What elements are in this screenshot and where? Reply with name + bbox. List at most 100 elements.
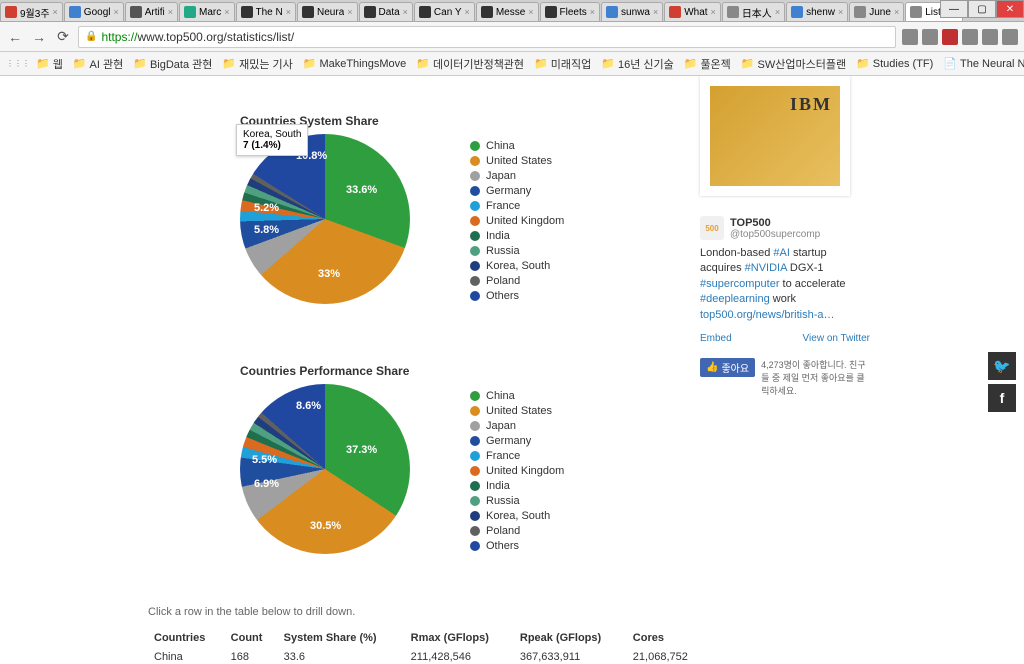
bookmark-link[interactable]: 📄The Neural Network (939, 55, 1024, 72)
table-header[interactable]: Cores (627, 628, 708, 648)
share-facebook-button[interactable]: f (988, 384, 1016, 412)
reload-button[interactable]: ⟳ (54, 28, 72, 46)
tab-close-icon[interactable]: × (403, 7, 408, 17)
legend-item[interactable]: United States (470, 155, 564, 167)
ext-icon[interactable] (982, 29, 998, 45)
legend-item[interactable]: China (470, 140, 564, 152)
hashtag-supercomputer[interactable]: #supercomputer (700, 278, 780, 290)
minimize-button[interactable]: — (940, 0, 968, 18)
tab-close-icon[interactable]: × (590, 7, 595, 17)
bookmark-folder[interactable]: 📁데이터기반정책관현 (412, 54, 528, 74)
ext-icon[interactable] (1002, 29, 1018, 45)
close-button[interactable]: ✕ (996, 0, 1024, 18)
legend-item[interactable]: Germany (470, 185, 564, 197)
tab-close-icon[interactable]: × (53, 7, 58, 17)
legend-item[interactable]: Korea, South (470, 260, 564, 272)
apps-icon[interactable]: ⋮⋮⋮ (6, 59, 30, 68)
table-cell: 211,428,546 (405, 648, 514, 664)
browser-tab[interactable]: What× (664, 2, 721, 21)
browser-tab[interactable]: Can Y× (414, 2, 475, 21)
table-row[interactable]: China16833.6211,428,546367,633,91121,068… (148, 648, 708, 664)
table-header[interactable]: System Share (%) (278, 628, 405, 648)
tab-close-icon[interactable]: × (347, 7, 352, 17)
ext-icon[interactable] (962, 29, 978, 45)
forward-button[interactable]: → (30, 28, 48, 46)
browser-tab[interactable]: Fleets× (540, 2, 601, 21)
legend-item[interactable]: France (470, 200, 564, 212)
legend-item[interactable]: United Kingdom (470, 215, 564, 227)
browser-tab[interactable]: Googl× (64, 2, 124, 21)
bookmark-folder[interactable]: 📁웹 (32, 54, 67, 74)
browser-tab[interactable]: shenw× (786, 2, 848, 21)
bookmark-folder[interactable]: 📁미래직업 (530, 54, 595, 74)
legend-item[interactable]: United Kingdom (470, 465, 564, 477)
tab-close-icon[interactable]: × (838, 7, 843, 17)
tab-close-icon[interactable]: × (168, 7, 173, 17)
tab-close-icon[interactable]: × (775, 7, 780, 17)
tweet-link[interactable]: top500.org/news/british-a… (700, 309, 835, 321)
browser-tab[interactable]: Artifi× (125, 2, 178, 21)
browser-tab[interactable]: June× (849, 2, 904, 21)
tab-close-icon[interactable]: × (894, 7, 899, 17)
bookmark-folder[interactable]: 📁BigData 관현 (129, 54, 216, 74)
back-button[interactable]: ← (6, 28, 24, 46)
tab-close-icon[interactable]: × (224, 7, 229, 17)
tab-close-icon[interactable]: × (653, 7, 658, 17)
tab-close-icon[interactable]: × (113, 7, 118, 17)
tab-favicon-icon (184, 6, 196, 18)
tweet-view-link[interactable]: View on Twitter (803, 333, 870, 344)
browser-tab[interactable]: 9월3주× (0, 2, 63, 21)
legend-item[interactable]: Russia (470, 495, 564, 507)
table-header[interactable]: Rmax (GFlops) (405, 628, 514, 648)
maximize-button[interactable]: ▢ (968, 0, 996, 18)
legend-item[interactable]: Japan (470, 170, 564, 182)
browser-tab[interactable]: sunwa× (601, 2, 663, 21)
ext-icon[interactable] (922, 29, 938, 45)
legend-item[interactable]: China (470, 390, 564, 402)
tweet-author[interactable]: TOP500 (730, 217, 820, 229)
tab-close-icon[interactable]: × (465, 7, 470, 17)
fb-like-button[interactable]: 👍좋아요 (700, 358, 755, 377)
legend-item[interactable]: Korea, South (470, 510, 564, 522)
tab-close-icon[interactable]: × (286, 7, 291, 17)
browser-tab[interactable]: The N× (236, 2, 297, 21)
bookmark-folder[interactable]: 📁재밌는 기사 (218, 54, 296, 74)
hashtag-deeplearning[interactable]: #deeplearning (700, 293, 770, 305)
legend-item[interactable]: Others (470, 290, 564, 302)
bookmark-folder[interactable]: 📁Studies (TF) (852, 55, 937, 72)
tab-close-icon[interactable]: × (528, 7, 533, 17)
tweet-handle[interactable]: @top500supercomp (730, 229, 820, 240)
table-header[interactable]: Rpeak (GFlops) (514, 628, 627, 648)
browser-tab[interactable]: Messe× (476, 2, 539, 21)
hashtag-ai[interactable]: #AI (773, 247, 790, 259)
bookmark-folder[interactable]: 📁SW산업마스터플랜 (737, 54, 850, 74)
legend-item[interactable]: France (470, 450, 564, 462)
browser-tab[interactable]: 日本人× (722, 2, 785, 21)
tab-close-icon[interactable]: × (711, 7, 716, 17)
legend-item[interactable]: Poland (470, 275, 564, 287)
browser-tab[interactable]: Marc× (179, 2, 235, 21)
legend-item[interactable]: Japan (470, 420, 564, 432)
tweet-embed-link[interactable]: Embed (700, 333, 732, 344)
bookmark-folder[interactable]: 📁16년 신기술 (597, 54, 677, 74)
table-header[interactable]: Countries (148, 628, 225, 648)
hashtag-nvidia[interactable]: #NVIDIA (745, 262, 787, 274)
legend-item[interactable]: United States (470, 405, 564, 417)
bookmark-folder[interactable]: 📁풀온젝 (680, 54, 735, 74)
legend-item[interactable]: Others (470, 540, 564, 552)
address-bar[interactable]: 🔒 https://www.top500.org/statistics/list… (78, 26, 896, 48)
legend-item[interactable]: Poland (470, 525, 564, 537)
browser-tab[interactable]: Data× (359, 2, 413, 21)
legend-item[interactable]: Germany (470, 435, 564, 447)
browser-tab[interactable]: Neura× (297, 2, 358, 21)
ext-icon[interactable] (902, 29, 918, 45)
share-twitter-button[interactable]: 🐦 (988, 352, 1016, 380)
legend-item[interactable]: Russia (470, 245, 564, 257)
folder-icon: 📁 (534, 57, 548, 70)
legend-item[interactable]: India (470, 230, 564, 242)
bookmark-folder[interactable]: 📁MakeThingsMove (299, 55, 411, 72)
ext-icon[interactable] (942, 29, 958, 45)
bookmark-folder[interactable]: 📁AI 관현 (69, 54, 127, 74)
legend-item[interactable]: India (470, 480, 564, 492)
table-header[interactable]: Count (225, 628, 278, 648)
